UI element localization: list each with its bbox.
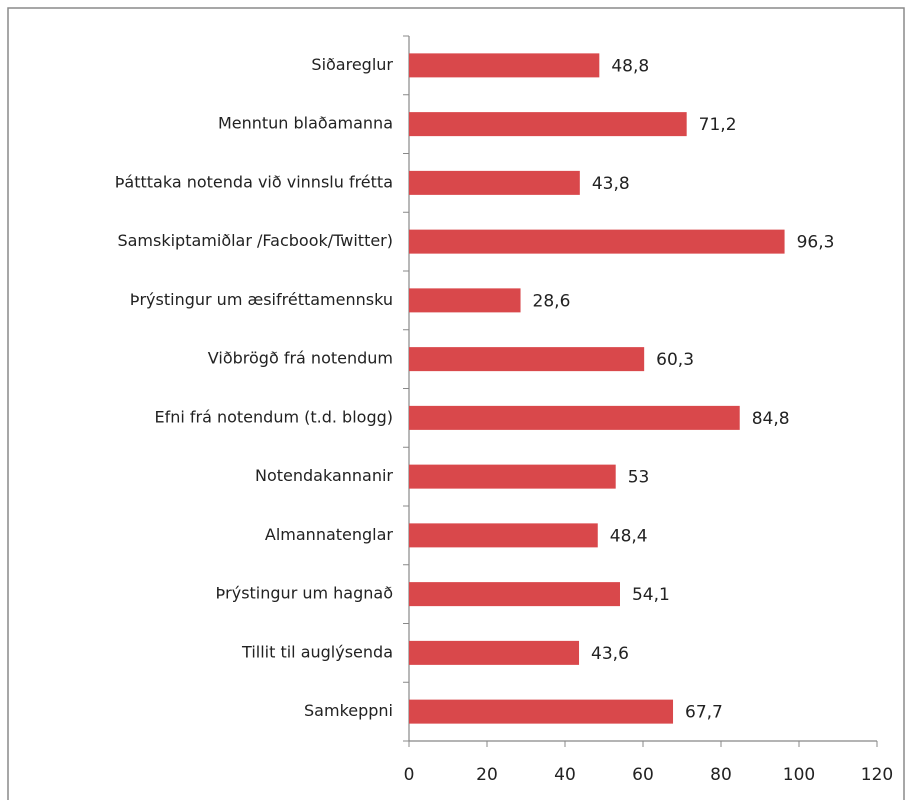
category-label: Viðbrögð frá notendum xyxy=(208,349,393,368)
bar xyxy=(409,229,785,254)
value-label: 48,4 xyxy=(610,526,648,546)
value-label: 60,3 xyxy=(656,350,694,370)
x-tick-label: 0 xyxy=(404,765,415,785)
bar xyxy=(409,112,687,137)
category-label: Þrýstingur um æsifréttamennsku xyxy=(130,290,393,309)
category-label: Siðareglur xyxy=(311,55,393,74)
value-label: 54,1 xyxy=(632,585,670,605)
value-label: 84,8 xyxy=(752,409,790,429)
bar xyxy=(409,347,645,372)
bar xyxy=(409,699,674,724)
x-tick-label: 40 xyxy=(554,765,576,785)
category-label: Notendakannanir xyxy=(255,466,393,485)
bar xyxy=(409,464,616,489)
x-tick-label: 100 xyxy=(783,765,815,785)
x-tick-label: 60 xyxy=(632,765,654,785)
bar xyxy=(409,288,521,313)
value-label: 43,6 xyxy=(591,644,629,664)
category-label: Menntun blaðamanna xyxy=(218,114,393,133)
x-tick-label: 80 xyxy=(710,765,732,785)
value-label: 53 xyxy=(628,468,650,488)
x-tick-label: 120 xyxy=(861,765,893,785)
value-label: 67,7 xyxy=(685,703,723,723)
category-label: Tillit til auglýsenda xyxy=(241,642,393,661)
bar xyxy=(409,405,740,430)
x-tick-label: 20 xyxy=(476,765,498,785)
value-label: 28,6 xyxy=(533,291,571,311)
bar xyxy=(409,582,620,607)
value-label: 43,8 xyxy=(592,174,630,194)
category-label: Samskiptamiðlar /Facbook/Twitter) xyxy=(117,231,393,250)
value-label: 96,3 xyxy=(797,233,835,253)
bar xyxy=(409,170,580,195)
bar xyxy=(409,640,580,665)
category-label: Þrýstingur um hagnað xyxy=(215,584,393,603)
category-label: Efni frá notendum (t.d. blogg) xyxy=(154,407,393,426)
category-label: Þátttaka notenda við vinnslu frétta xyxy=(115,172,393,191)
value-label: 71,2 xyxy=(699,115,737,135)
bar xyxy=(409,523,598,548)
frame xyxy=(7,7,905,804)
bar xyxy=(409,53,600,78)
category-label: Samkeppni xyxy=(304,701,393,720)
category-label: Almannatenglar xyxy=(265,525,394,544)
value-label: 48,8 xyxy=(611,56,649,76)
